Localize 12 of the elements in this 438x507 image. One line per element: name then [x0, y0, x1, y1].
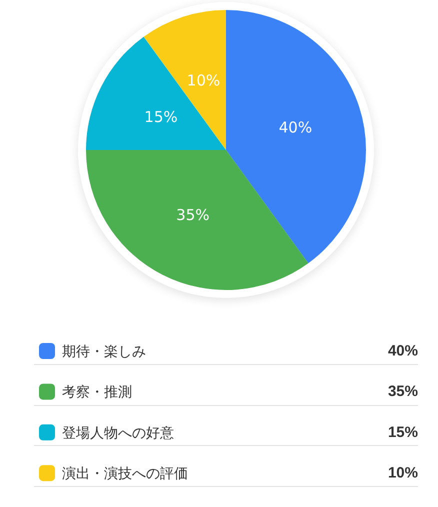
text: 40%: [388, 342, 418, 360]
data-label: 40%: [278, 118, 312, 136]
text: 35%: [388, 383, 418, 400]
data-label: 35%: [176, 206, 210, 224]
legend-label: 登場人物への好意: [62, 424, 174, 440]
legend-label: 演出・演技への評価: [62, 465, 188, 482]
text: 10%: [388, 464, 418, 482]
text: 15%: [388, 424, 418, 441]
data-label: 10%: [186, 72, 220, 90]
legend-label: 期待・楽しみ: [62, 343, 146, 359]
data-label: 15%: [144, 108, 178, 126]
legend-label: 考察・推測: [62, 384, 132, 400]
